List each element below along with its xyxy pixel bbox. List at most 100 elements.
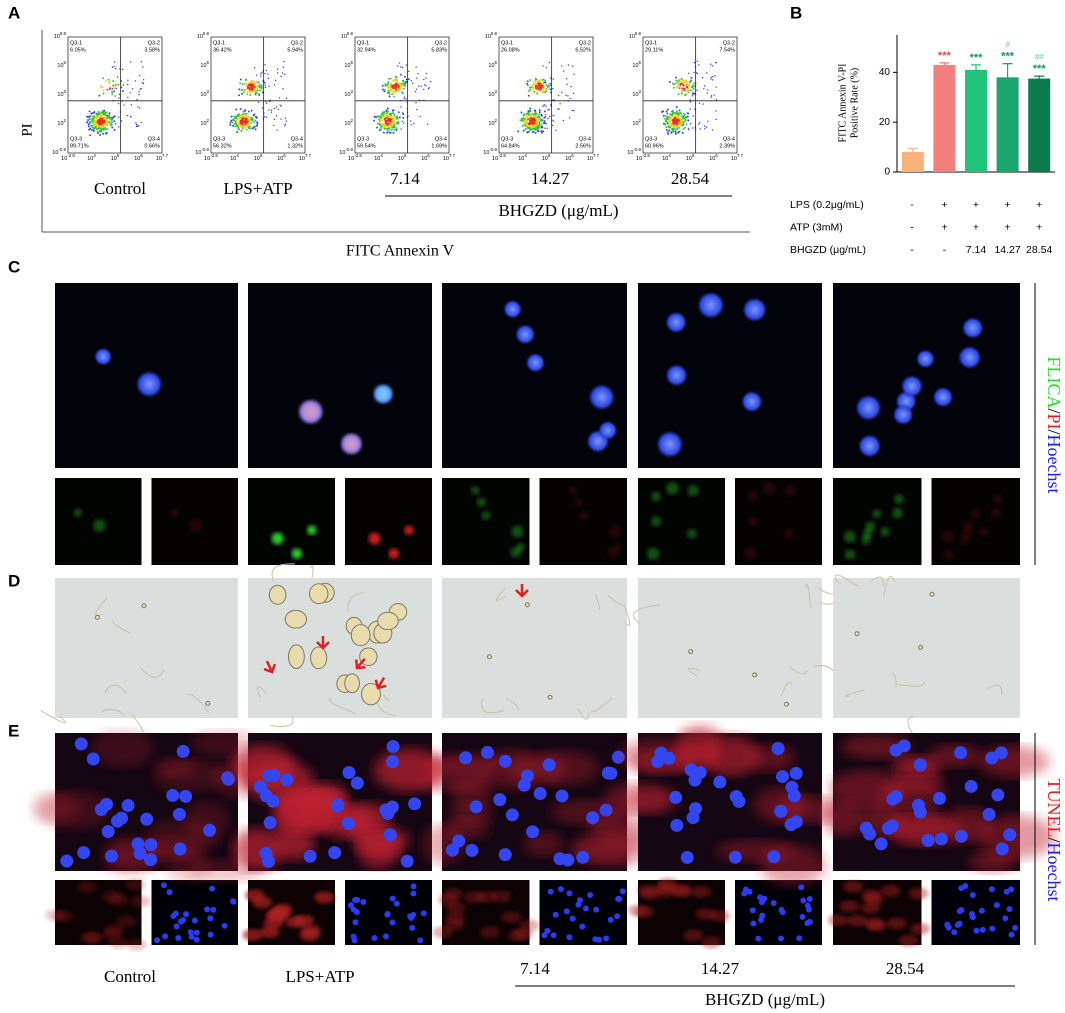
event-dot xyxy=(690,89,692,92)
group-label: 7.14 xyxy=(520,959,550,978)
nucleus-small xyxy=(973,927,980,934)
quadrant-name: Q3-2 xyxy=(435,40,447,46)
event-dot xyxy=(253,88,256,91)
event-dot xyxy=(100,122,103,125)
y-tick-label-exp: 5 xyxy=(639,60,642,65)
event-dot xyxy=(135,124,138,126)
event-dot xyxy=(542,130,545,133)
x-tick-label-base: 10 xyxy=(134,156,140,162)
nucleus xyxy=(94,347,113,366)
brightfield-image xyxy=(638,578,822,718)
event-dot xyxy=(95,113,98,115)
cell-outline xyxy=(100,708,127,717)
nucleus xyxy=(601,766,615,780)
event-dot xyxy=(398,89,400,92)
y-tick-label-exp: 2 xyxy=(495,118,498,123)
nucleus-small xyxy=(587,892,594,899)
event-dot xyxy=(390,117,393,120)
event-dot xyxy=(423,78,425,81)
event-dot xyxy=(529,79,532,81)
event-dot xyxy=(669,122,672,125)
event-dot xyxy=(403,98,405,100)
event-dot xyxy=(677,122,679,124)
quadrant-name: Q3-4 xyxy=(723,136,735,142)
tunel-haze xyxy=(603,781,673,813)
event-dot xyxy=(105,132,107,135)
event-dot xyxy=(686,81,689,83)
event-dot xyxy=(395,76,398,79)
event-dot xyxy=(538,111,541,114)
nucleus-small xyxy=(798,884,805,891)
stain-part: / xyxy=(1044,408,1064,413)
event-dot xyxy=(393,117,396,120)
event-dot xyxy=(528,90,530,92)
nucleus xyxy=(921,833,935,847)
x-tick-label-exp: -2.8 xyxy=(354,153,362,158)
event-dot xyxy=(107,78,110,81)
event-dot xyxy=(108,114,110,117)
tunel-haze xyxy=(77,881,98,894)
y-tick-label: 106.9 xyxy=(341,31,354,40)
event-dot xyxy=(533,113,535,116)
event-dot xyxy=(677,114,680,117)
event-dot xyxy=(242,115,245,118)
y-tick-label: 102 xyxy=(344,118,353,127)
event-dot xyxy=(258,85,260,88)
event-dot xyxy=(243,110,245,112)
event-dot xyxy=(385,84,387,87)
event-dot xyxy=(100,120,103,122)
nucleus-small xyxy=(592,936,599,943)
event-dot xyxy=(573,73,575,75)
event-dot xyxy=(109,117,111,120)
y-tick-label-base: 10 xyxy=(200,121,206,127)
event-dot xyxy=(118,116,120,118)
event-dot xyxy=(135,125,138,127)
event-dot xyxy=(692,127,694,129)
event-dot xyxy=(688,89,691,92)
event-dot xyxy=(665,126,668,129)
flica-signal xyxy=(651,491,661,502)
nucleus xyxy=(493,793,507,807)
event-dot xyxy=(401,66,404,69)
nucleus-small xyxy=(603,935,610,942)
event-dot xyxy=(548,86,550,88)
nucleus xyxy=(173,842,187,856)
event-dot xyxy=(672,129,674,131)
event-dot xyxy=(540,79,542,81)
cell-outline xyxy=(186,693,210,714)
event-dot xyxy=(397,65,399,67)
event-dot xyxy=(691,95,693,97)
pi-signal xyxy=(404,525,414,536)
event-dot xyxy=(677,124,680,127)
event-dot xyxy=(381,116,384,118)
event-dot xyxy=(102,127,105,129)
event-dot xyxy=(527,84,529,87)
nucleus xyxy=(857,434,882,458)
y-tick-label-exp: -0.9 xyxy=(633,147,641,152)
event-dot xyxy=(399,84,401,86)
cell-outline xyxy=(623,604,631,627)
x-tick-label-exp: -2.8 xyxy=(642,153,650,158)
nucleus-small xyxy=(207,931,214,938)
event-dot xyxy=(131,88,134,90)
x-tick-label-base: 10 xyxy=(277,156,283,162)
event-dot xyxy=(526,118,528,121)
event-dot xyxy=(396,81,399,83)
tunel-haze xyxy=(450,775,492,809)
event-dot xyxy=(678,130,681,133)
event-dot xyxy=(114,84,116,87)
event-dot xyxy=(669,113,672,116)
event-dot xyxy=(557,108,559,110)
event-dot xyxy=(385,110,388,113)
event-dot xyxy=(678,109,681,112)
event-dot xyxy=(666,112,669,115)
pi-signal xyxy=(568,486,578,495)
tunel-haze xyxy=(910,922,931,935)
cell xyxy=(918,644,924,650)
event-dot xyxy=(552,124,554,127)
x-tick-label-exp: 5 xyxy=(548,153,551,158)
event-dot xyxy=(393,120,396,123)
event-dot xyxy=(676,116,678,119)
x-tick-label-exp: 6 xyxy=(283,153,286,158)
event-dot xyxy=(547,109,549,111)
